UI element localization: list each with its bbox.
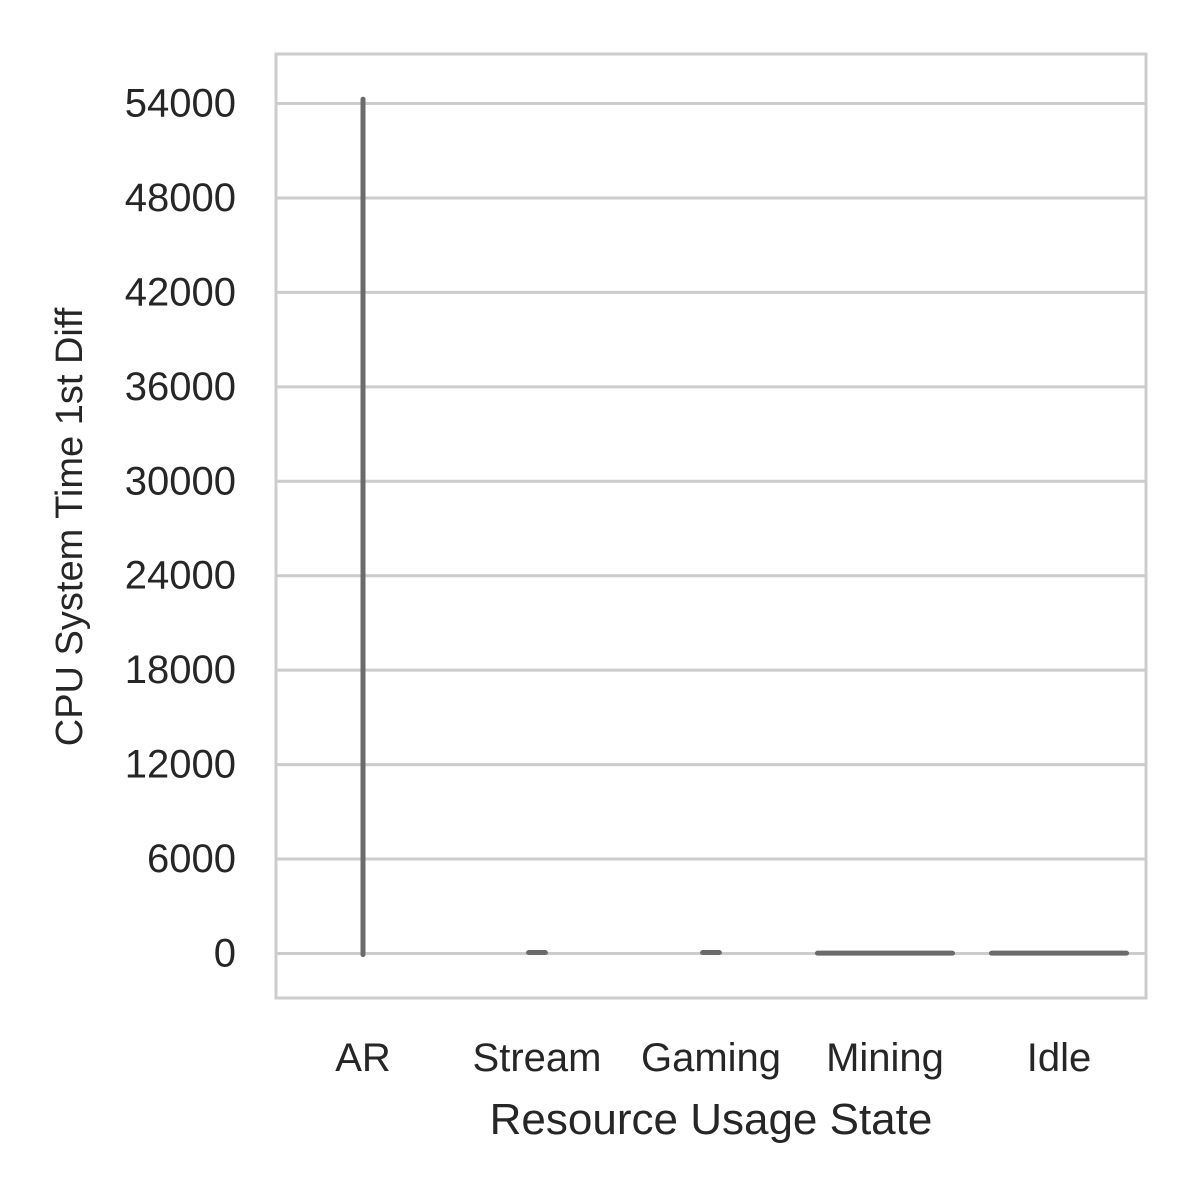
x-tick-label-idle: Idle: [1027, 1036, 1092, 1080]
y-tick-label-36000: 36000: [125, 365, 236, 409]
y-tick-label-12000: 12000: [125, 743, 236, 787]
x-axis-label: Resource Usage State: [490, 1095, 933, 1144]
x-tick-label-stream: Stream: [473, 1036, 602, 1080]
violin-idle: [989, 951, 1128, 955]
y-tick-label-42000: 42000: [125, 270, 236, 314]
x-tick-label-mining: Mining: [826, 1036, 944, 1080]
x-tick-label-ar: AR: [335, 1036, 391, 1080]
violin-gaming: [701, 951, 722, 955]
y-tick-label-48000: 48000: [125, 176, 236, 220]
violin-mining: [815, 951, 954, 955]
y-tick-label-54000: 54000: [125, 82, 236, 126]
x-tick-label-gaming: Gaming: [641, 1036, 781, 1080]
y-tick-label-24000: 24000: [125, 554, 236, 598]
violin-stream: [527, 951, 548, 955]
y-tick-label-18000: 18000: [125, 648, 236, 692]
violin-ar: [361, 97, 365, 956]
y-tick-label-30000: 30000: [125, 459, 236, 503]
y-tick-label-0: 0: [214, 932, 236, 976]
y-axis-label: CPU System Time 1st Diff: [49, 307, 91, 746]
y-tick-label-6000: 6000: [147, 837, 236, 881]
